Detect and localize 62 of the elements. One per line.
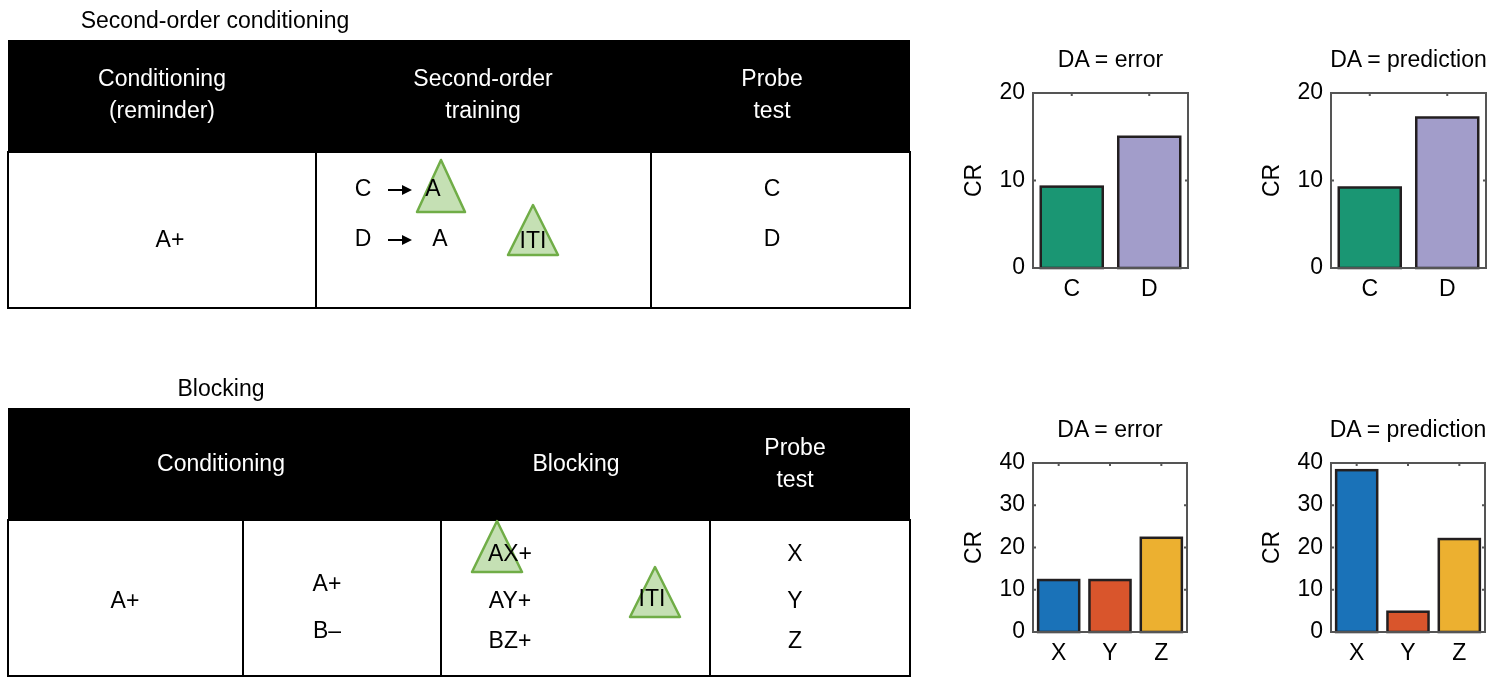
text: A+ bbox=[110, 587, 140, 614]
x-tick-label: Y bbox=[1102, 639, 1118, 666]
text: Blocking bbox=[532, 450, 620, 477]
y-tick-label: 0 bbox=[1012, 253, 1025, 280]
text: BZ+ bbox=[488, 627, 532, 654]
chart-title: DA = prediction bbox=[1329, 416, 1487, 443]
x-tick-label: X bbox=[1348, 639, 1365, 666]
chart-title: DA = error bbox=[1057, 46, 1164, 73]
y-tick-label: 10 bbox=[999, 165, 1025, 192]
text: A bbox=[425, 175, 442, 202]
y-tick-label: 0 bbox=[1310, 617, 1323, 644]
x-tick-label: D bbox=[1438, 275, 1456, 302]
text: C bbox=[354, 175, 372, 202]
y-tick-label: 20 bbox=[1297, 78, 1323, 105]
y-tick-label: 20 bbox=[999, 78, 1025, 105]
chart-title: DA = error bbox=[1057, 416, 1164, 443]
text: C bbox=[763, 175, 781, 202]
x-tick-label: C bbox=[1361, 275, 1379, 302]
text: Conditioning bbox=[157, 450, 285, 477]
bar bbox=[1437, 537, 1482, 634]
y-tick-label: 40 bbox=[1297, 448, 1323, 475]
text: Probe test bbox=[741, 64, 803, 124]
text: AY+ bbox=[488, 587, 532, 614]
text: A+ bbox=[155, 226, 185, 253]
text: A+ bbox=[312, 570, 342, 597]
text: Blocking bbox=[177, 375, 265, 402]
y-tick-label: 0 bbox=[1012, 617, 1025, 644]
text: X bbox=[787, 540, 803, 567]
text: D bbox=[763, 225, 781, 252]
bar bbox=[1334, 468, 1379, 634]
x-tick-label: Z bbox=[1452, 639, 1467, 666]
x-tick-label: Y bbox=[1400, 639, 1416, 666]
text: ITI bbox=[519, 227, 547, 254]
bar bbox=[1386, 610, 1430, 634]
y-axis-title: CR bbox=[1258, 530, 1285, 565]
chart-title: DA = prediction bbox=[1330, 46, 1487, 73]
y-tick-label: 20 bbox=[999, 532, 1025, 559]
text: ITI bbox=[638, 585, 666, 612]
x-tick-label: D bbox=[1140, 275, 1158, 302]
y-tick-label: 40 bbox=[999, 448, 1025, 475]
text: Conditioning (reminder) bbox=[98, 64, 226, 124]
y-tick-label: 20 bbox=[1297, 532, 1323, 559]
y-axis-title: CR bbox=[1258, 163, 1285, 198]
x-tick-label: Z bbox=[1154, 639, 1169, 666]
y-tick-label: 10 bbox=[1297, 165, 1323, 192]
y-axis-title: CR bbox=[960, 163, 987, 198]
y-tick-label: 0 bbox=[1310, 253, 1323, 280]
y-tick-label: 30 bbox=[1297, 490, 1323, 517]
y-tick-label: 10 bbox=[999, 574, 1025, 601]
text: A bbox=[432, 225, 449, 252]
text: AX+ bbox=[487, 540, 533, 567]
y-tick-label: 10 bbox=[1297, 574, 1323, 601]
x-tick-label: X bbox=[1050, 639, 1067, 666]
text: Probe test bbox=[764, 433, 826, 493]
y-axis-title: CR bbox=[960, 530, 987, 565]
text: D bbox=[354, 225, 372, 252]
x-tick-label: C bbox=[1063, 275, 1081, 302]
text: Second-order training bbox=[413, 64, 554, 124]
text: Y bbox=[787, 587, 803, 614]
y-tick-label: 30 bbox=[999, 490, 1025, 517]
text: B– bbox=[312, 617, 342, 644]
text: Second-order conditioning bbox=[80, 7, 350, 34]
